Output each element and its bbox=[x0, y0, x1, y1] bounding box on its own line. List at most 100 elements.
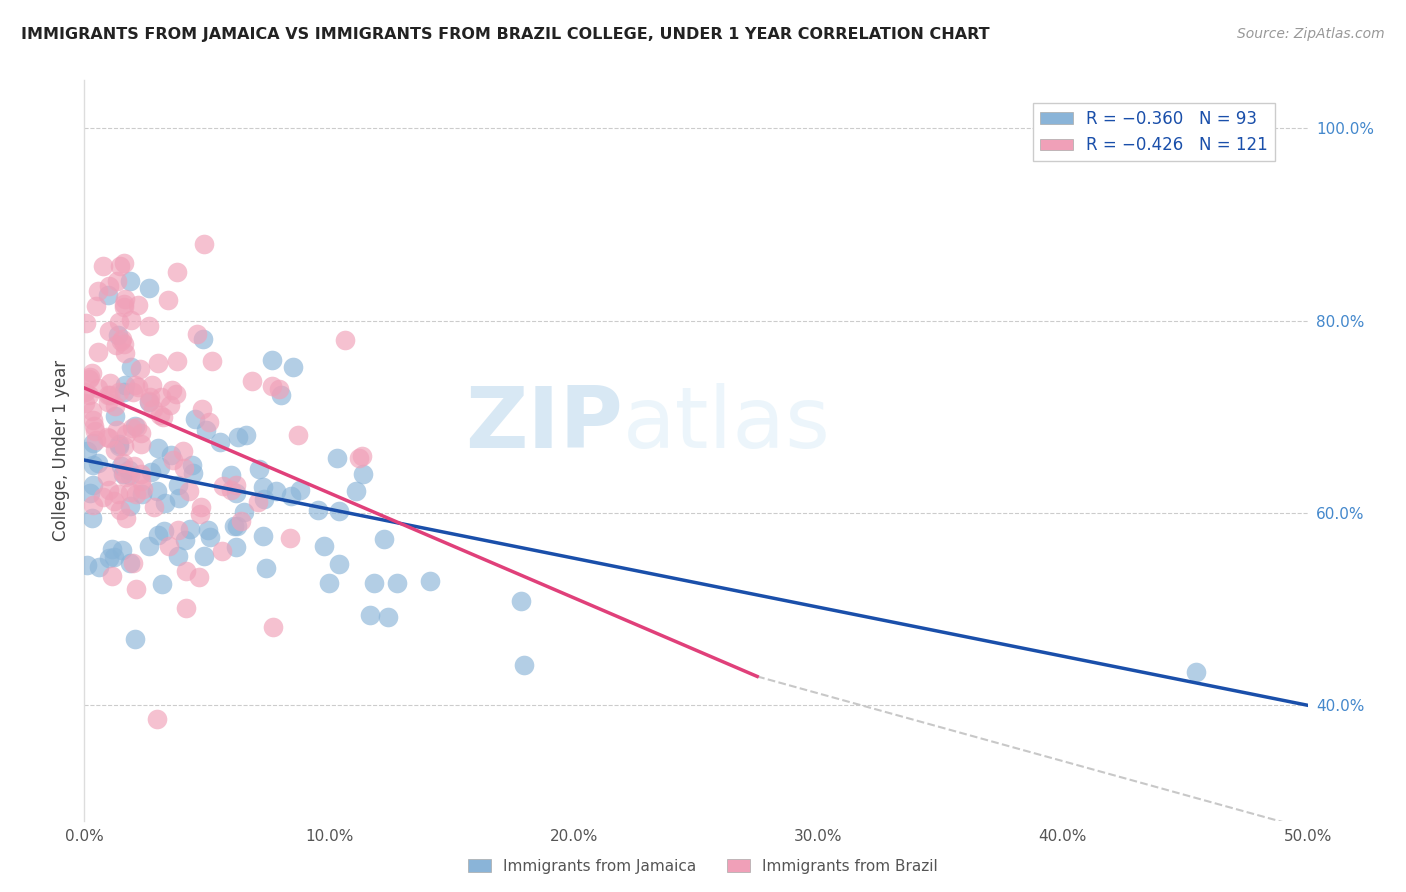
Point bbox=[225, 478, 247, 492]
Point bbox=[260, 378, 283, 392]
Point bbox=[177, 484, 200, 499]
Point bbox=[118, 484, 141, 499]
Point bbox=[183, 412, 205, 426]
Point bbox=[73, 396, 96, 410]
Point bbox=[101, 541, 124, 556]
Point bbox=[84, 299, 107, 313]
Point bbox=[246, 494, 269, 508]
Point bbox=[138, 393, 160, 408]
Point bbox=[146, 484, 169, 499]
Text: IMMIGRANTS FROM JAMAICA VS IMMIGRANTS FROM BRAZIL COLLEGE, UNDER 1 YEAR CORRELAT: IMMIGRANTS FROM JAMAICA VS IMMIGRANTS FR… bbox=[21, 27, 990, 42]
Point bbox=[174, 600, 197, 615]
Point bbox=[198, 415, 221, 429]
Point bbox=[252, 528, 274, 542]
Point bbox=[153, 496, 176, 510]
Point bbox=[191, 332, 214, 346]
Point bbox=[187, 570, 209, 584]
Point bbox=[91, 259, 114, 273]
Point bbox=[262, 353, 284, 368]
Point bbox=[115, 426, 138, 441]
Point bbox=[79, 485, 101, 500]
Point bbox=[103, 550, 125, 565]
Point bbox=[138, 395, 160, 409]
Point bbox=[87, 284, 110, 298]
Point bbox=[112, 255, 135, 269]
Point bbox=[174, 564, 197, 578]
Point bbox=[138, 539, 160, 553]
Point bbox=[385, 576, 408, 591]
Point bbox=[287, 427, 309, 442]
Point bbox=[138, 318, 160, 333]
Point bbox=[75, 385, 97, 400]
Point bbox=[76, 444, 98, 458]
Point bbox=[80, 404, 103, 418]
Point bbox=[110, 259, 132, 273]
Point bbox=[160, 383, 183, 397]
Point bbox=[150, 390, 173, 404]
Point bbox=[132, 482, 155, 496]
Point bbox=[87, 456, 110, 470]
Point bbox=[344, 484, 367, 499]
Point bbox=[98, 324, 121, 338]
Point bbox=[198, 530, 221, 544]
Point bbox=[120, 274, 142, 288]
Point bbox=[129, 467, 152, 481]
Point bbox=[114, 337, 136, 351]
Point bbox=[125, 582, 148, 596]
Point bbox=[253, 491, 276, 506]
Point bbox=[264, 484, 287, 499]
Point bbox=[108, 384, 131, 399]
Point bbox=[146, 356, 169, 370]
Point bbox=[180, 458, 202, 473]
Point bbox=[120, 359, 142, 374]
Point bbox=[226, 519, 249, 533]
Point bbox=[174, 533, 197, 547]
Point bbox=[142, 500, 165, 515]
Point bbox=[125, 487, 148, 501]
Point bbox=[307, 502, 329, 516]
Point bbox=[96, 430, 118, 444]
Point bbox=[225, 540, 247, 554]
Point bbox=[190, 401, 212, 416]
Point bbox=[152, 409, 174, 424]
Point bbox=[125, 420, 148, 434]
Legend: R = −0.360   N = 93, R = −0.426   N = 121: R = −0.360 N = 93, R = −0.426 N = 121 bbox=[1033, 103, 1275, 161]
Point bbox=[166, 353, 188, 368]
Point bbox=[80, 511, 103, 525]
Point bbox=[121, 421, 143, 435]
Point bbox=[167, 477, 190, 491]
Point bbox=[173, 461, 195, 475]
Point bbox=[122, 557, 145, 571]
Point bbox=[97, 394, 120, 409]
Point bbox=[129, 437, 152, 451]
Point bbox=[193, 549, 215, 563]
Point bbox=[112, 301, 135, 315]
Point bbox=[347, 451, 370, 466]
Point bbox=[318, 576, 340, 591]
Point bbox=[179, 522, 201, 536]
Point bbox=[111, 456, 134, 470]
Point bbox=[139, 466, 162, 480]
Point bbox=[153, 524, 176, 538]
Point bbox=[112, 467, 135, 481]
Point bbox=[262, 620, 284, 634]
Point bbox=[150, 577, 173, 591]
Point bbox=[107, 327, 129, 342]
Point bbox=[115, 470, 138, 484]
Point bbox=[328, 504, 350, 518]
Point bbox=[377, 609, 399, 624]
Point bbox=[129, 425, 152, 440]
Point bbox=[118, 557, 141, 571]
Point bbox=[139, 390, 162, 404]
Point bbox=[114, 292, 136, 306]
Point bbox=[110, 334, 132, 349]
Point bbox=[188, 507, 211, 521]
Point bbox=[270, 388, 292, 402]
Point bbox=[193, 237, 215, 252]
Point bbox=[172, 444, 194, 458]
Point bbox=[229, 514, 252, 528]
Point bbox=[111, 542, 134, 557]
Point bbox=[190, 500, 212, 515]
Point bbox=[105, 338, 128, 352]
Point bbox=[82, 498, 104, 512]
